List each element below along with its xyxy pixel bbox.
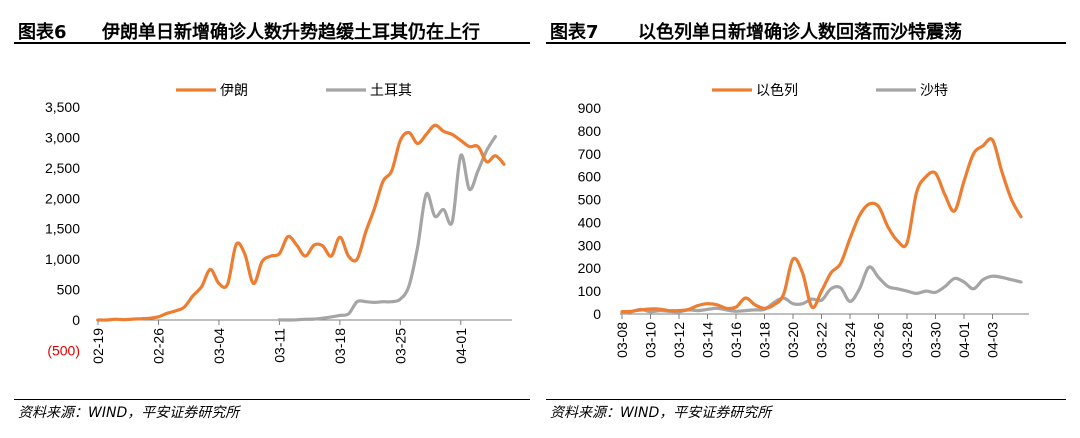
line-chart-israel-saudi: 900 800 700 600 500 400 300 200 100 0 03-08 03-10 03… xyxy=(578,82,1029,358)
source-divider xyxy=(14,399,530,400)
figure-number: 图表6 xyxy=(18,22,67,43)
x-tick-label: 04-01 xyxy=(453,328,469,364)
x-tick-label: 03-30 xyxy=(928,322,944,358)
y-tick-label: 900 xyxy=(578,100,602,116)
figure-header: 图表6 伊朗单日新增确诊人数升势趋缓土耳其仍在上行 xyxy=(14,8,530,44)
source-divider xyxy=(546,399,1066,400)
y-tick-label: 2,500 xyxy=(45,160,80,176)
figure-title: 伊朗单日新增确诊人数升势趋缓土耳其仍在上行 xyxy=(102,22,480,43)
x-tick-label: 03-22 xyxy=(814,322,830,358)
y-tick-label: 700 xyxy=(578,146,602,162)
source-note: 资料来源：WIND，平安证券研究所 xyxy=(550,405,772,421)
x-tick-label: 02-19 xyxy=(90,328,106,364)
x-tick-label: 03-12 xyxy=(671,322,687,358)
x-tick-label: 03-08 xyxy=(614,322,630,358)
y-tick-label: 600 xyxy=(578,169,602,185)
chart-panel-iran-turkey: 图表6 伊朗单日新增确诊人数升势趋缓土耳其仍在上行 3,500 3,000 2,50… xyxy=(14,0,530,438)
y-tick-label: 800 xyxy=(578,123,602,139)
x-tick-label: 03-10 xyxy=(643,322,659,358)
x-tick-label: 03-24 xyxy=(842,322,858,358)
x-tick-label: 03-11 xyxy=(271,328,287,363)
y-tick-label: 2,000 xyxy=(45,190,80,206)
line-chart-iran-turkey: 3,500 3,000 2,500 2,000 1,500 1,000 500 0 (500) 0… xyxy=(45,83,512,364)
legend-label: 以色列 xyxy=(756,82,798,99)
y-tick-label: (500) xyxy=(47,342,80,358)
x-tick-label: 03-20 xyxy=(785,322,801,358)
x-tick-label: 03-28 xyxy=(899,322,915,358)
x-tick-label: 03-26 xyxy=(871,322,887,358)
y-tick-label: 300 xyxy=(578,237,602,253)
y-tick-label: 1,000 xyxy=(45,251,80,267)
y-tick-label: 500 xyxy=(578,192,602,208)
y-tick-label: 500 xyxy=(57,282,81,298)
x-tick-label: 02-26 xyxy=(150,328,166,364)
legend-label: 土耳其 xyxy=(370,83,412,99)
x-tick-label: 03-14 xyxy=(700,322,716,358)
figure-header: 图表7 以色列单日新增确诊人数回落而沙特震荡 xyxy=(546,8,1066,44)
x-tick-label: 03-16 xyxy=(728,322,744,358)
figure-title: 以色列单日新增确诊人数回落而沙特震荡 xyxy=(638,22,962,43)
figure-number: 图表7 xyxy=(550,22,599,43)
y-tick-label: 400 xyxy=(578,214,602,230)
y-tick-label: 0 xyxy=(593,306,601,322)
series-line-primary xyxy=(620,137,1023,314)
y-tick-label: 3,000 xyxy=(45,129,80,145)
series-line-secondary xyxy=(277,135,497,322)
chart-panel-israel-saudi: 图表7 以色列单日新增确诊人数回落而沙特震荡 900 800 700 600 500 40… xyxy=(546,0,1066,438)
x-tick-label: 03-18 xyxy=(332,328,348,364)
series-line-primary xyxy=(96,123,506,322)
x-tick-label: 03-25 xyxy=(392,328,408,364)
x-tick-label: 04-01 xyxy=(956,322,972,358)
y-tick-label: 0 xyxy=(72,312,80,328)
x-tick-label: 04-03 xyxy=(985,322,1001,358)
source-note: 资料来源：WIND，平安证券研究所 xyxy=(18,405,240,421)
x-tick-label: 03-18 xyxy=(757,322,773,358)
x-tick-label: 03-04 xyxy=(211,328,227,364)
legend-label: 伊朗 xyxy=(220,83,248,99)
y-tick-label: 100 xyxy=(578,283,602,299)
y-tick-label: 1,500 xyxy=(45,221,80,237)
y-tick-label: 3,500 xyxy=(45,99,80,115)
y-tick-label: 200 xyxy=(578,260,602,276)
legend-label: 沙特 xyxy=(920,83,948,99)
